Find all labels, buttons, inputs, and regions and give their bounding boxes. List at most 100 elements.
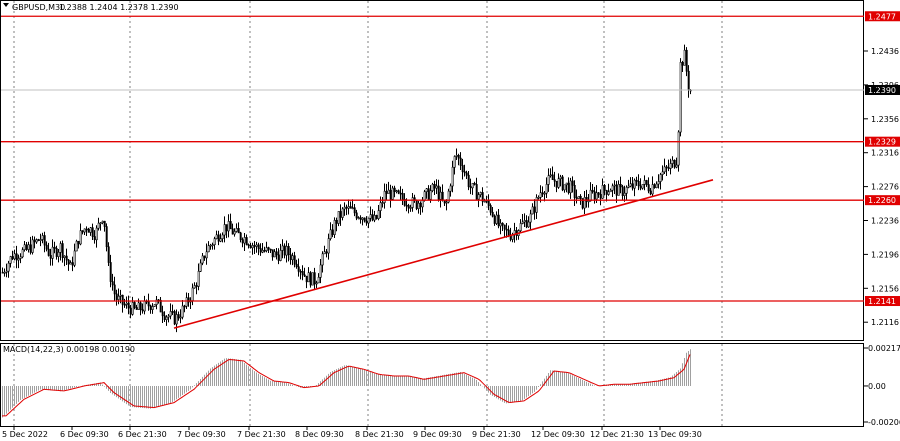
candle-body: [455, 154, 458, 157]
candle-body: [325, 251, 328, 254]
candle-body: [501, 222, 504, 226]
candle-body: [199, 262, 202, 272]
level-price-label: 1.2141: [868, 297, 896, 306]
candle-body: [151, 306, 154, 310]
candle-body: [449, 185, 452, 192]
candle-body: [265, 247, 268, 251]
candle-body: [463, 171, 466, 174]
candle-body: [437, 185, 440, 200]
candle-body: [561, 176, 564, 191]
current-price-tag: [865, 84, 900, 95]
price-tick-label: 1.2356: [871, 115, 899, 124]
candle-body: [155, 299, 158, 305]
candle-body: [441, 191, 444, 201]
candle-body: [595, 192, 598, 200]
candle-body: [657, 181, 660, 185]
candle-body: [407, 205, 410, 209]
candle-body: [91, 227, 94, 237]
candle-body: [177, 314, 180, 319]
candle-body: [475, 184, 478, 200]
candle-body: [207, 245, 210, 253]
candle-body: [233, 231, 236, 235]
candle-body: [259, 248, 262, 253]
candle-body: [395, 190, 398, 192]
candle-body: [293, 255, 296, 265]
candle-body: [159, 299, 162, 313]
candle-body: [35, 239, 38, 243]
candle-body: [445, 201, 448, 204]
candle-body: [175, 314, 178, 325]
candle-body: [591, 189, 594, 193]
macd-axis: 0.00217 0.00 -0.00206: [864, 344, 900, 427]
candle-body: [647, 184, 650, 192]
candle-body: [193, 285, 196, 289]
candle-body: [679, 62, 682, 133]
candle-body: [83, 228, 86, 233]
candle-body: [497, 214, 500, 227]
candle-body: [369, 214, 372, 219]
candle-body: [683, 49, 686, 66]
candle-body: [303, 274, 306, 277]
candle-body: [85, 228, 88, 231]
candle-body: [309, 272, 312, 286]
candle-body: [381, 202, 384, 204]
trend-line[interactable]: [173, 179, 714, 329]
price-panel[interactable]: [0, 0, 864, 341]
candle-body: [389, 189, 392, 200]
candle-body: [129, 307, 132, 315]
candle-body: [357, 217, 360, 219]
candle-body: [173, 311, 176, 325]
candle-body: [563, 184, 566, 191]
candle-body: [213, 238, 216, 246]
macd-tick-label: 0.00217: [868, 344, 900, 353]
candle-body: [351, 207, 354, 210]
price-axis: 1.2436 1.2396 1.2356 1.2316 1.2276 1.2236 1.21…: [864, 47, 899, 327]
candle-body: [239, 232, 242, 240]
candle-body: [267, 247, 270, 250]
time-tick-label: 6 Dec 21:30: [118, 430, 167, 439]
candle-body: [677, 131, 680, 166]
candle-body: [125, 302, 128, 305]
macd-signal-line: [2, 354, 691, 417]
candle-body: [433, 183, 436, 189]
time-tick-label: 7 Dec 09:30: [177, 430, 226, 439]
candle-body: [635, 179, 638, 182]
candle-body: [491, 211, 494, 217]
candle-body: [619, 184, 622, 188]
macd-tick-label: -0.00206: [868, 418, 900, 427]
candle-body: [11, 256, 14, 260]
candle-body: [555, 180, 558, 188]
candle-body: [53, 246, 56, 249]
candle-body: [545, 184, 548, 194]
candle-body: [621, 186, 624, 196]
candle-body: [375, 215, 378, 219]
candle-body: [247, 244, 250, 247]
candle-body: [387, 189, 390, 194]
dropdown-triangle-icon[interactable]: [3, 3, 9, 7]
candle-body: [47, 248, 50, 256]
candle-body: [187, 297, 190, 303]
candle-body: [41, 235, 44, 240]
candle-body: [601, 185, 604, 199]
candle-body: [211, 244, 214, 247]
candle-body: [337, 211, 340, 224]
candle-body: [355, 212, 358, 219]
candle-body: [483, 200, 486, 203]
candle-body: [69, 262, 72, 265]
macd-tick-label: 0.00: [868, 382, 886, 391]
candle-body: [431, 183, 434, 191]
candle-body: [447, 190, 450, 203]
candle-body: [21, 249, 24, 258]
candle-body: [183, 305, 186, 308]
candle-body: [237, 228, 240, 234]
candle-body: [131, 302, 134, 315]
candle-body: [521, 221, 524, 224]
candle-body: [419, 202, 422, 208]
candle-body: [597, 192, 600, 195]
candle-body: [113, 284, 116, 295]
candle-body: [17, 258, 20, 261]
candle-body: [119, 294, 122, 297]
candle-body: [301, 271, 304, 276]
candle-body: [77, 240, 80, 245]
